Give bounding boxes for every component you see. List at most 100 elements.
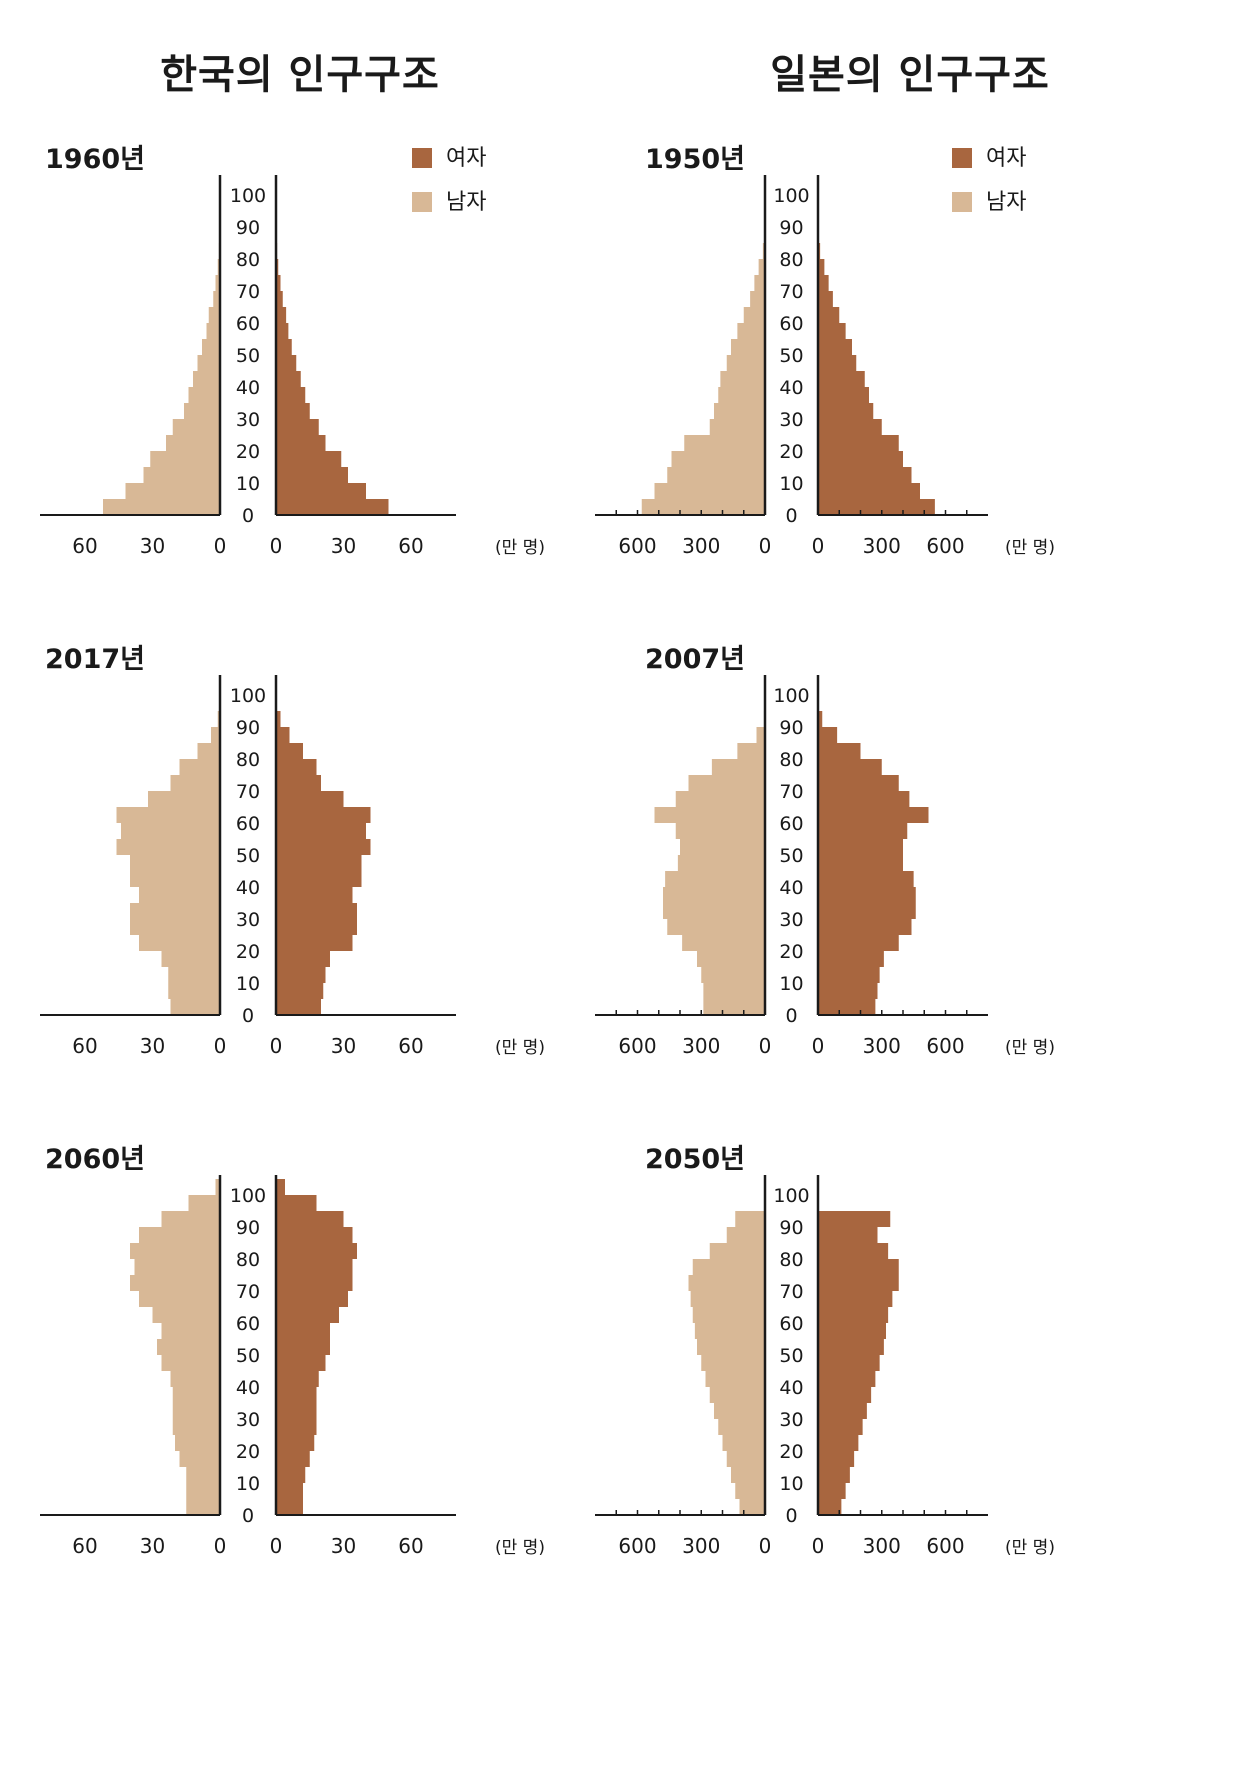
male-x-tick-label: 60 — [72, 1034, 97, 1058]
female-bar-age-15 — [818, 951, 884, 967]
age-tick-label: 40 — [779, 377, 803, 399]
male-bar-age-45 — [701, 1355, 765, 1371]
male-bar-age-10 — [168, 967, 220, 983]
age-tick-label: 30 — [236, 1409, 260, 1431]
female-x-tick-label: 0 — [270, 534, 283, 558]
female-bar-age-5 — [276, 1483, 303, 1499]
male-bar-age-15 — [161, 951, 220, 967]
unit-label: (만 명) — [495, 538, 545, 558]
male-bar-age-5 — [125, 483, 220, 499]
male-bar-age-45 — [726, 355, 765, 371]
female-bar-age-15 — [276, 1451, 310, 1467]
age-tick-label: 60 — [236, 313, 260, 335]
age-tick-label: 100 — [230, 1185, 266, 1207]
age-tick-label: 0 — [242, 1005, 254, 1027]
male-bar-age-70 — [754, 275, 765, 291]
female-bar-age-20 — [818, 1435, 859, 1451]
age-tick-label: 100 — [773, 185, 809, 207]
female-bar-age-55 — [818, 1323, 886, 1339]
female-bar-age-90 — [818, 1211, 891, 1227]
male-bar-age-70 — [170, 775, 220, 791]
age-tick-label: 40 — [236, 1377, 260, 1399]
male-bar-age-35 — [709, 1387, 765, 1403]
male-bar-age-5 — [654, 483, 765, 499]
age-tick-label: 30 — [236, 409, 260, 431]
age-tick-label: 30 — [779, 909, 803, 931]
age-tick-label: 80 — [236, 749, 260, 771]
male-bar-age-10 — [667, 467, 765, 483]
female-x-tick-label: 60 — [398, 1534, 423, 1558]
male-x-tick-label: 300 — [682, 534, 720, 558]
female-x-tick-label: 30 — [331, 1534, 356, 1558]
female-bar-age-65 — [818, 291, 833, 307]
age-tick-label: 10 — [779, 1473, 803, 1495]
female-x-tick-label: 0 — [812, 1534, 825, 1558]
female-bar-age-30 — [818, 903, 916, 919]
female-bar-age-35 — [818, 887, 916, 903]
female-bar-age-30 — [276, 403, 310, 419]
age-tick-label: 70 — [779, 1281, 803, 1303]
female-bar-age-20 — [818, 935, 899, 951]
female-bar-age-55 — [276, 1323, 330, 1339]
female-bar-age-80 — [276, 743, 303, 759]
age-tick-label: 0 — [785, 1505, 797, 1527]
male-bar-age-55 — [161, 1323, 220, 1339]
male-bar-age-60 — [692, 1307, 765, 1323]
male-bar-age-75 — [134, 1259, 220, 1275]
age-tick-label: 70 — [779, 281, 803, 303]
age-tick-label: 40 — [236, 377, 260, 399]
year-label: 2007년 — [645, 644, 745, 675]
female-bar-age-80 — [276, 1243, 357, 1259]
female-bar-age-75 — [818, 259, 825, 275]
female-bar-age-0 — [276, 499, 389, 515]
female-bar-age-40 — [276, 1371, 319, 1387]
unit-label: (만 명) — [495, 1538, 545, 1558]
age-tick-label: 30 — [779, 409, 803, 431]
legend-male-label: 남자 — [986, 190, 1026, 215]
male-bar-age-90 — [735, 1211, 765, 1227]
male-bar-age-35 — [718, 387, 765, 403]
male-bar-age-50 — [202, 339, 220, 355]
male-bar-age-30 — [130, 903, 220, 919]
japan-column-title: 일본의 인구구조 — [770, 52, 1050, 98]
female-bar-age-0 — [276, 999, 321, 1015]
legend-female-label: 여자 — [446, 146, 486, 171]
male-bar-age-80 — [709, 1243, 765, 1259]
unit-label: (만 명) — [1005, 1038, 1055, 1058]
female-bar-age-15 — [276, 451, 342, 467]
korea-column-title: 한국의 인구구조 — [160, 52, 440, 98]
female-bar-age-0 — [818, 999, 876, 1015]
male-bar-age-65 — [213, 291, 220, 307]
age-tick-label: 20 — [779, 441, 803, 463]
age-tick-label: 40 — [779, 877, 803, 899]
age-tick-label: 100 — [773, 1185, 809, 1207]
female-bar-age-80 — [818, 743, 861, 759]
female-x-tick-label: 600 — [926, 1034, 964, 1058]
year-label: 2060년 — [45, 1144, 145, 1175]
female-bar-age-35 — [818, 1387, 872, 1403]
female-bar-age-45 — [276, 855, 362, 871]
female-bar-age-10 — [818, 467, 912, 483]
male-bar-age-55 — [121, 823, 220, 839]
female-bar-age-30 — [818, 403, 874, 419]
male-bar-age-5 — [703, 983, 765, 999]
age-tick-label: 20 — [236, 1441, 260, 1463]
female-x-tick-label: 30 — [331, 534, 356, 558]
age-tick-label: 60 — [236, 1313, 260, 1335]
age-tick-label: 0 — [242, 1505, 254, 1527]
female-bar-age-65 — [276, 291, 283, 307]
female-bar-age-40 — [276, 871, 362, 887]
female-bar-age-50 — [276, 839, 371, 855]
male-bar-age-35 — [663, 887, 765, 903]
age-tick-label: 20 — [236, 941, 260, 963]
female-bar-age-15 — [818, 1451, 855, 1467]
female-bar-age-20 — [818, 435, 899, 451]
female-bar-age-70 — [818, 275, 829, 291]
male-bar-age-80 — [197, 743, 220, 759]
female-bar-age-60 — [276, 307, 287, 323]
age-tick-label: 80 — [779, 749, 803, 771]
female-bar-age-15 — [276, 951, 330, 967]
